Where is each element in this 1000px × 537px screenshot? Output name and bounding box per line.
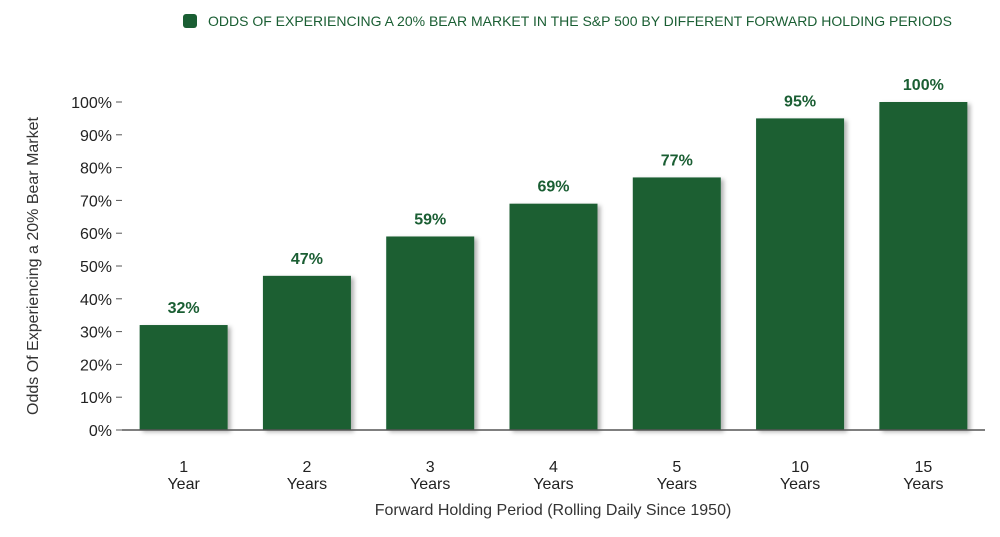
x-tick-label: 2 Years	[287, 459, 327, 493]
bar	[386, 236, 475, 430]
y-tick-label: 0%	[89, 423, 112, 440]
x-tick-label: 4 Years	[533, 459, 573, 493]
y-tick-label: 10%	[80, 390, 112, 407]
legend-swatch	[183, 14, 197, 28]
y-tick-label: 50%	[80, 259, 112, 276]
x-tick-label-line: 15	[914, 459, 932, 476]
x-tick-label-line: 10	[791, 459, 809, 476]
bar	[879, 102, 968, 430]
bar	[756, 118, 845, 431]
x-tick-label: 3 Years	[410, 459, 450, 493]
bar-value-label: 77%	[661, 152, 693, 169]
x-tick-label-line: 1	[179, 459, 188, 476]
x-tick-label-line: Years	[287, 476, 327, 493]
bar-value-label: 32%	[168, 300, 200, 317]
legend: ODDS OF EXPERIENCING A 20% BEAR MARKET I…	[183, 13, 952, 29]
y-tick-label: 90%	[80, 128, 112, 145]
x-tick-label: 1 Year	[167, 459, 200, 493]
bar	[509, 203, 598, 430]
bar	[139, 325, 228, 430]
y-tick-label: 80%	[80, 161, 112, 178]
y-tick-label: 100%	[71, 95, 112, 112]
x-tick-label-line: Year	[167, 476, 200, 493]
x-tick-label-line: 4	[549, 459, 558, 476]
x-tick-label-line: Years	[903, 476, 943, 493]
x-tick-label: 10 Years	[780, 459, 820, 493]
y-tick-label: 70%	[80, 193, 112, 210]
y-tick-label: 40%	[80, 292, 112, 309]
bar-value-label: 69%	[537, 179, 569, 196]
x-tick-label-line: Years	[533, 476, 573, 493]
y-axis-ticks: 0% 10% 20% 30% 40% 50% 60% 70% 80% 90% 100%	[71, 95, 122, 440]
x-tick-label-line: 2	[302, 459, 311, 476]
bar	[262, 275, 351, 430]
x-tick-label-line: Years	[410, 476, 450, 493]
bars	[139, 102, 968, 431]
x-tick-label: 5 Years	[657, 459, 697, 493]
x-axis-title: Forward Holding Period (Rolling Daily Si…	[375, 502, 732, 519]
x-tick-label-line: 5	[672, 459, 681, 476]
value-labels: 32% 47% 59% 69% 77% 95% 100%	[168, 77, 944, 317]
x-tick-label-line: Years	[657, 476, 697, 493]
y-tick-label: 30%	[80, 325, 112, 342]
legend-label: ODDS OF EXPERIENCING A 20% BEAR MARKET I…	[208, 13, 952, 29]
bar-value-label: 59%	[414, 211, 446, 228]
bar-value-label: 95%	[784, 93, 816, 110]
bar	[632, 177, 721, 430]
bar-value-label: 100%	[903, 77, 944, 94]
x-tick-label-line: 3	[426, 459, 435, 476]
y-axis-title: Odds Of Experiencing a 20% Bear Market	[25, 116, 42, 414]
bar-value-label: 47%	[291, 251, 323, 268]
y-tick-label: 20%	[80, 357, 112, 374]
x-tick-label-line: Years	[780, 476, 820, 493]
y-tick-label: 60%	[80, 226, 112, 243]
x-tick-label: 15 Years	[903, 459, 943, 493]
